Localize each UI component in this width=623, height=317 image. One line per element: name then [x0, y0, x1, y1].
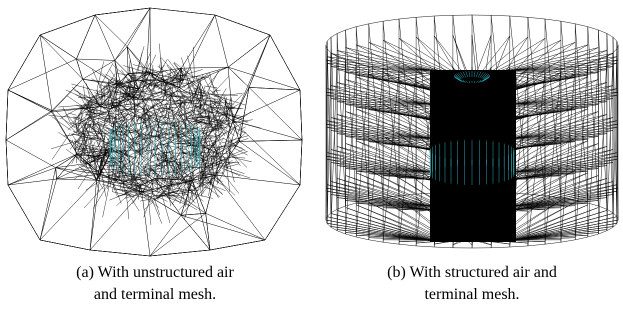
caption-line: (a) With unstructured air — [5, 262, 305, 284]
caption-line: terminal mesh. — [322, 284, 622, 306]
caption-a: (a) With unstructured air and terminal m… — [5, 262, 305, 306]
caption-line: (b) With structured air and — [322, 262, 622, 284]
figure: (a) With unstructured air and terminal m… — [0, 0, 623, 317]
mesh-core — [430, 70, 516, 242]
caption-line: and terminal mesh. — [5, 284, 305, 306]
caption-b: (b) With structured air and terminal mes… — [322, 262, 622, 306]
mesh-images — [0, 0, 623, 260]
unstructured-mesh — [6, 8, 302, 256]
